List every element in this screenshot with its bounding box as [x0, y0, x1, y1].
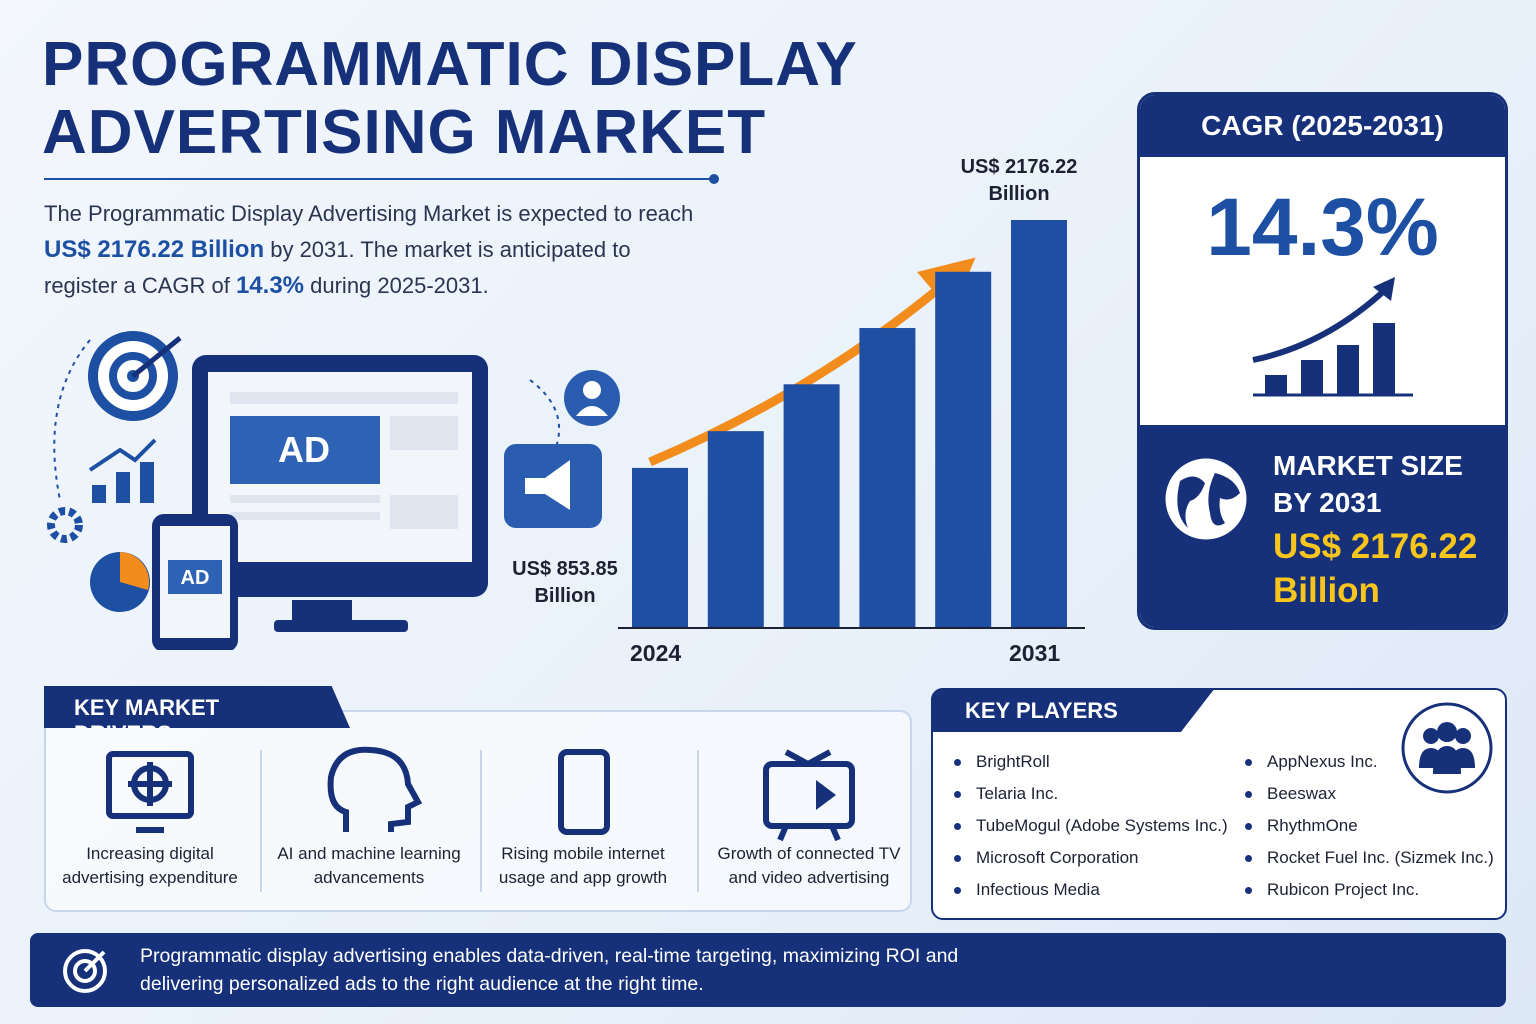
cagr-value: 14.3% — [1206, 182, 1439, 273]
player-name: RhythmOne — [1245, 816, 1358, 835]
cagr-card: CAGR (2025-2031) 14.3% MARKET SIZE BY 203… — [1137, 92, 1508, 630]
growth-icon — [1252, 277, 1413, 397]
value-label: US$ 2176.22 Billion — [960, 156, 1078, 205]
market-value: US$ 2176.22 — [1273, 527, 1478, 566]
player-name: Rubicon Project Inc. — [1244, 880, 1420, 899]
footer-icon — [63, 949, 107, 993]
player-name: TubeMogul (Adobe Systems Inc.) — [954, 816, 1228, 835]
cagr-title: CAGR (2025-2031) — [1140, 95, 1505, 157]
driver-text: Growth of connected TV and video adverti… — [717, 844, 901, 887]
intro-part: by 2031. The market is anticipated to re… — [44, 237, 631, 298]
player-name: Rocket Fuel Inc. (Sizmek Inc.) — [1245, 848, 1494, 867]
ad-label: AD — [278, 429, 330, 470]
value-label: US$ 853.85 Billion — [512, 558, 618, 607]
bar — [783, 384, 840, 628]
market-panel: MARKET SIZE BY 2031 US$ 2176.22 Billion — [1140, 425, 1505, 627]
footer-text: Programmatic display advertising enables… — [140, 945, 959, 995]
drivers-panel — [44, 710, 912, 912]
title-line: PROGRAMMATIC DISPLAY — [42, 30, 858, 99]
market-value: Billion — [1273, 571, 1380, 610]
bar — [1011, 220, 1067, 628]
bar — [859, 328, 916, 628]
market-label: MARKET SIZE — [1273, 450, 1463, 481]
intro-text: The Programmatic Display Advertising Mar… — [44, 196, 704, 304]
driver-text: Increasing digital advertising expenditu… — [62, 844, 238, 887]
player-name: Telaria Inc. — [953, 784, 1059, 803]
drivers-title: KEY MARKET DRIVERS — [44, 686, 350, 728]
player-name: Infectious Media — [954, 880, 1100, 899]
market-label: BY 2031 — [1273, 487, 1382, 518]
driver-text: Rising mobile internet usage and app gro… — [498, 844, 668, 887]
intro-highlight: US$ 2176.22 Billion — [44, 236, 265, 263]
globe-icon — [1162, 455, 1250, 543]
title-underline — [44, 174, 719, 184]
x-tick-label: 2024 — [630, 640, 682, 666]
intro-part: The Programmatic Display Advertising Mar… — [44, 201, 694, 226]
people-icon — [1401, 702, 1493, 794]
ad-label: AD — [181, 567, 210, 589]
title-line: ADVERTISING MARKET — [42, 98, 767, 167]
player-name: BrightRoll — [954, 752, 1050, 771]
bar — [935, 271, 992, 628]
bar — [632, 467, 688, 628]
x-tick-label: 2031 — [1009, 640, 1061, 666]
player-name: Beeswax — [1245, 784, 1336, 803]
bar — [707, 431, 764, 628]
driver-text: AI and machine learning advancements — [277, 844, 461, 887]
driver-icons — [106, 746, 855, 892]
intro-part: during 2025-2031. — [304, 273, 489, 298]
players-title: KEY PLAYERS — [931, 688, 1215, 732]
player-name: Microsoft Corporation — [954, 848, 1139, 867]
illustration: AD AD — [47, 331, 620, 650]
footer: Programmatic display advertising enables… — [30, 933, 1506, 1007]
player-name: AppNexus Inc. — [1245, 752, 1378, 771]
intro-highlight: 14.3% — [235, 272, 305, 299]
